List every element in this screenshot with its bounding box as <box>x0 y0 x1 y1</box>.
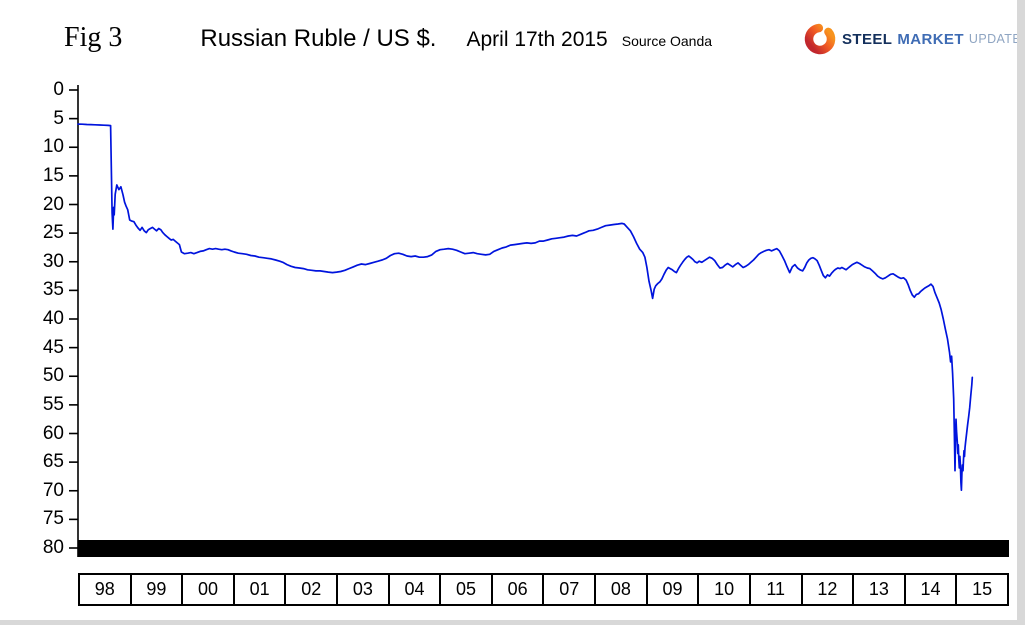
y-axis-tick-label: 20 <box>42 193 64 215</box>
y-axis-tick-label: 25 <box>42 222 64 244</box>
x-axis-year-cell: 05 <box>439 573 493 606</box>
y-axis-tick-label: 60 <box>42 422 64 444</box>
x-axis-year-cell: 14 <box>903 573 958 606</box>
logo-word-update: UPDATE <box>968 32 1022 46</box>
x-axis-year-cell: 98 <box>78 573 132 606</box>
smu-logo: STEEL MARKET UPDATE <box>803 22 1021 56</box>
smu-swoosh-icon <box>804 23 836 55</box>
x-axis-year-cell: 13 <box>852 573 906 606</box>
x-axis-year-cell: 11 <box>748 573 803 606</box>
y-axis-tick-label: 55 <box>42 393 64 415</box>
rub-usd-price-line <box>77 123 974 492</box>
x-axis-year-cell: 99 <box>129 573 184 606</box>
x-axis-year-cell: 00 <box>181 573 235 606</box>
y-axis-tick-label: 50 <box>42 365 64 387</box>
x-axis-year-cell: 01 <box>232 573 287 606</box>
figure-label: Fig 3 <box>64 22 123 53</box>
slide-edge-bottom <box>0 620 1025 625</box>
chart-title: Russian Ruble / US $. <box>200 25 437 52</box>
x-axis-year-cell: 03 <box>336 573 390 606</box>
logo-word-steel: STEEL <box>842 30 893 48</box>
y-axis-tick-label: 45 <box>42 336 64 358</box>
y-axis-labels: 0 5 10 15 20 25 30 35 40 45 50 55 60 65 70 75 80 <box>0 0 64 625</box>
y-axis-tick-label: 40 <box>42 308 64 329</box>
x-axis-year-cell: 10 <box>697 573 751 606</box>
x-axis-year-row: 98 99 00 01 02 03 04 05 06 07 08 09 10 11 12 13 14 15 <box>78 573 1009 606</box>
chart-header: Fig 3 Russian Ruble / US $. April 17th 2… <box>64 22 965 54</box>
x-axis-year-cell: 07 <box>542 573 597 606</box>
y-axis-tick-label: 80 <box>42 537 64 558</box>
slide-edge-right <box>1017 0 1025 625</box>
x-axis-baseline-bar <box>78 540 1009 557</box>
x-axis-year-cell: 09 <box>645 573 700 606</box>
x-axis-year-cell: 12 <box>800 573 855 606</box>
y-axis-tick-label: 75 <box>42 508 64 530</box>
x-axis-year-cell: 02 <box>284 573 339 606</box>
y-axis-tick-label: 0 <box>53 79 64 100</box>
logo-word-market: MARKET <box>897 30 964 48</box>
chart-date: April 17th 2015 <box>466 28 608 51</box>
y-axis-tick-label: 15 <box>42 164 64 186</box>
x-axis-year-cell: 06 <box>490 573 545 606</box>
y-axis-tick-label: 65 <box>42 451 64 473</box>
x-axis-year-cell: 15 <box>955 573 1009 606</box>
y-axis-tick-label: 70 <box>42 479 64 501</box>
x-axis-year-cell: 08 <box>594 573 648 606</box>
chart-source: Source Oanda <box>621 33 713 49</box>
y-axis-tick-label: 10 <box>42 136 64 158</box>
y-axis-tick-label: 5 <box>53 107 64 129</box>
y-axis-tick-label: 35 <box>42 279 64 301</box>
y-axis-tick-label: 30 <box>42 250 64 272</box>
x-axis-year-cell: 04 <box>387 573 442 606</box>
